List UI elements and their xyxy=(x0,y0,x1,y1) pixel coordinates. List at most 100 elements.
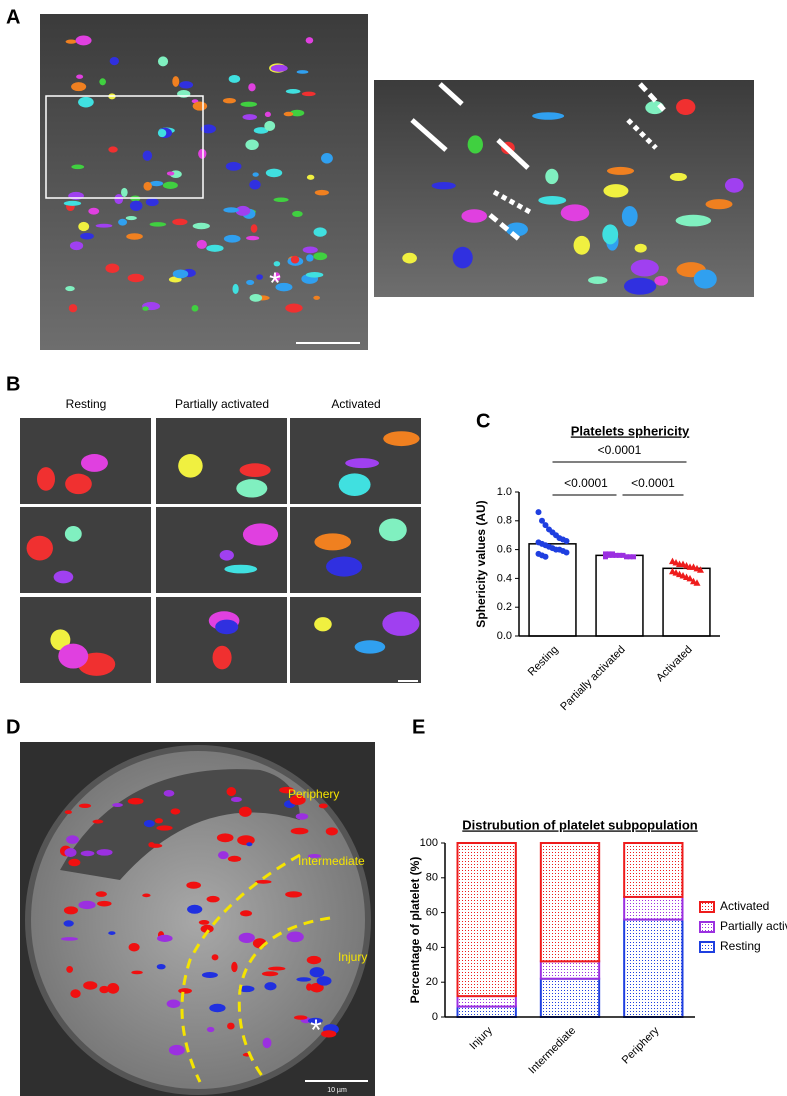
platelet xyxy=(219,549,234,561)
platelet xyxy=(68,304,78,313)
platelet xyxy=(290,109,305,117)
data-point xyxy=(563,537,570,544)
platelet xyxy=(306,254,314,262)
bar xyxy=(595,554,644,637)
image-b-tile xyxy=(290,507,421,593)
platelet xyxy=(95,223,113,228)
legend-swatch xyxy=(699,901,715,913)
platelet xyxy=(268,966,286,971)
platelet xyxy=(249,293,263,302)
platelet xyxy=(264,120,276,131)
platelet xyxy=(313,295,320,300)
platelet xyxy=(58,643,89,669)
y-tick-label: 100 xyxy=(420,837,438,849)
platelet xyxy=(156,964,166,970)
data-point xyxy=(606,552,612,558)
platelet xyxy=(246,235,260,241)
y-axis-label: Percentage of platelet (%) xyxy=(408,857,422,1004)
platelet xyxy=(126,233,143,240)
significance-label: <0.0001 xyxy=(631,476,675,490)
platelet xyxy=(112,802,123,808)
zone-label: Injury xyxy=(338,950,367,964)
platelet xyxy=(249,179,261,190)
legend-label: Partially activated xyxy=(720,919,787,933)
platelet xyxy=(223,207,240,213)
platelet xyxy=(70,989,81,998)
platelet xyxy=(131,970,143,975)
platelet xyxy=(545,168,559,185)
column-label: Resting xyxy=(66,397,107,411)
platelet xyxy=(705,199,733,210)
platelet xyxy=(309,967,325,978)
image-b-tile xyxy=(156,597,287,683)
platelet xyxy=(236,479,268,498)
platelet xyxy=(71,164,85,170)
chart-title: Platelets sphericity xyxy=(571,423,690,438)
platelet xyxy=(142,150,153,161)
data-point xyxy=(563,549,570,556)
platelet xyxy=(305,37,314,44)
platelet xyxy=(242,114,258,121)
data-point xyxy=(603,554,608,560)
platelet xyxy=(192,222,210,230)
panel-label: B xyxy=(6,373,20,395)
platelet xyxy=(65,286,75,292)
platelet xyxy=(142,306,149,311)
platelet xyxy=(231,961,238,973)
platelet xyxy=(295,813,309,820)
platelet xyxy=(114,194,124,205)
platelet xyxy=(64,810,72,815)
platelet xyxy=(634,243,647,253)
platelet xyxy=(222,98,236,104)
data-point xyxy=(610,551,615,557)
platelet xyxy=(96,849,113,856)
platelet xyxy=(78,900,96,910)
platelet xyxy=(532,112,565,120)
platelet xyxy=(321,1030,337,1038)
platelet xyxy=(302,246,318,254)
platelet xyxy=(354,640,386,654)
platelet xyxy=(65,39,77,44)
platelet xyxy=(245,139,259,151)
platelet xyxy=(326,556,363,577)
panel-label: A xyxy=(6,6,20,28)
platelet xyxy=(64,526,82,542)
platelet xyxy=(95,891,107,897)
platelet xyxy=(92,819,104,824)
platelet xyxy=(63,906,78,915)
platelet xyxy=(313,252,328,261)
y-tick-label: 0.2 xyxy=(497,601,512,613)
platelet xyxy=(273,197,289,202)
legend-swatch xyxy=(699,941,715,953)
platelet xyxy=(248,83,256,92)
platelet xyxy=(306,983,313,991)
y-tick-label: 20 xyxy=(426,976,438,988)
platelet xyxy=(402,252,417,264)
data-point xyxy=(542,553,549,560)
platelet xyxy=(226,787,237,797)
platelet xyxy=(293,1015,308,1020)
platelet xyxy=(216,833,234,843)
y-tick-label: 60 xyxy=(426,907,438,919)
platelet xyxy=(206,1026,215,1033)
platelet xyxy=(156,825,173,831)
platelet xyxy=(307,1017,323,1024)
platelet xyxy=(224,564,258,574)
platelet xyxy=(200,124,217,134)
platelet xyxy=(452,246,473,269)
platelet xyxy=(505,222,528,237)
platelet xyxy=(76,74,84,79)
bar-segment xyxy=(623,895,684,921)
platelet xyxy=(240,910,253,917)
platelet xyxy=(107,983,120,994)
platelet xyxy=(305,272,324,278)
y-tick-label: 0 xyxy=(432,1011,438,1023)
platelet xyxy=(264,982,277,991)
y-tick-label: 40 xyxy=(426,941,438,953)
data-point xyxy=(627,554,633,560)
platelet xyxy=(162,181,178,189)
platelet xyxy=(121,187,128,197)
platelet xyxy=(66,965,74,973)
platelet xyxy=(296,70,309,74)
platelet xyxy=(467,135,483,154)
